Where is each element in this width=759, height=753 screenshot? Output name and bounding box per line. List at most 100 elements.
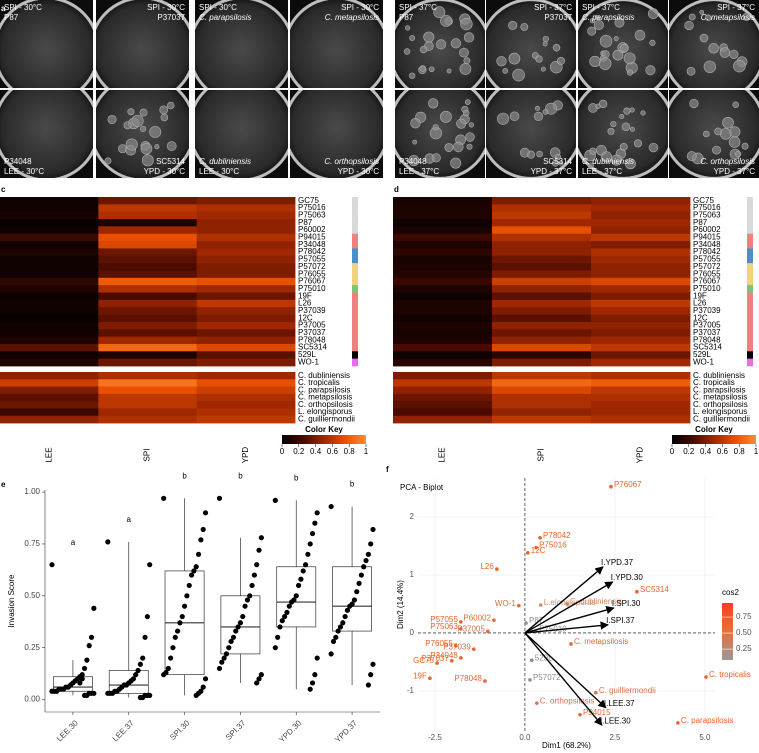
colony (599, 34, 613, 48)
color-key-tick-label: 0.4 (310, 447, 322, 456)
row-label: P34048 (298, 240, 326, 249)
row-label: P60002 (693, 225, 721, 234)
plate-label: P87 (4, 13, 19, 22)
heatmap-cell (591, 241, 691, 249)
colony (607, 127, 615, 135)
colony (719, 47, 731, 58)
colony (640, 110, 646, 116)
heatmap-cell (591, 329, 691, 338)
heatmap-cell (98, 408, 198, 417)
colony (645, 65, 656, 76)
significance-letter: a (127, 515, 132, 524)
clade-bar (352, 358, 358, 367)
plate-photo (395, 0, 485, 88)
pca-point (578, 712, 582, 717)
heatmap-cell (393, 408, 493, 417)
data-point (275, 634, 281, 640)
colony (428, 66, 435, 73)
data-point (279, 618, 285, 624)
heatmap-cell (0, 211, 99, 220)
x-tick-label: SPI.37 (224, 718, 248, 742)
heatmap-cell (98, 314, 198, 323)
y-tick-label: 1 (410, 570, 415, 579)
row-label: C. dubliniensis (693, 371, 745, 380)
plate-label: C. metapsilosis (701, 13, 755, 22)
column-label: LEE (438, 447, 447, 462)
heatmap-cell (196, 351, 296, 360)
y-tick-label: 2 (410, 512, 415, 521)
heatmap-cell (196, 226, 296, 235)
point-label: P76055 (425, 639, 453, 648)
heatmap-cell (591, 393, 691, 402)
heatmap-cell (393, 358, 493, 367)
heatmap-cell (591, 263, 691, 271)
colony (734, 150, 742, 158)
heatmap-cell (591, 197, 691, 205)
heatmap-cell (393, 263, 493, 271)
heatmap-cell (196, 408, 296, 417)
heatmap-cell (98, 358, 198, 367)
heatmap-cell (591, 233, 691, 242)
heatmap-cell (591, 314, 691, 323)
row-label: P34048 (693, 240, 721, 249)
colony (589, 55, 601, 68)
heatmap-cell (492, 248, 592, 257)
heatmap-cell (0, 241, 99, 249)
clade-bar (747, 270, 753, 279)
colony (552, 44, 561, 52)
significance-letter: b (182, 471, 187, 480)
colony (542, 109, 549, 115)
plate-photo (96, 0, 189, 88)
heatmap-cell (0, 270, 99, 279)
data-point (177, 620, 183, 626)
colony (459, 47, 469, 58)
colony (623, 52, 636, 65)
data-point (49, 562, 55, 568)
clade-bar (747, 211, 753, 220)
heatmap-cell (196, 386, 296, 395)
variable-arrow (524, 621, 609, 634)
colony (512, 68, 525, 82)
colony (460, 17, 473, 31)
data-point (216, 495, 223, 501)
heatmap-cell (98, 241, 198, 249)
arrow-label: I.SPI.30 (612, 599, 641, 608)
heatmap-cell (0, 343, 99, 352)
row-label: P37037 (693, 328, 721, 337)
clade-bar (747, 241, 753, 249)
heatmap-cell (492, 219, 592, 227)
point-label: P57055 (430, 615, 458, 624)
point-label: 529L (535, 653, 553, 662)
row-label: P37005 (693, 321, 721, 330)
arrow-label: I.LEE.37 (604, 699, 635, 708)
plate-photo (486, 0, 576, 88)
row-label: WO-1 (298, 357, 319, 366)
colony (536, 150, 543, 158)
pca-point (676, 721, 680, 725)
heatmap-cell (393, 226, 493, 235)
colony (463, 32, 475, 43)
variable-arrow (524, 566, 604, 634)
plate-photo (578, 90, 668, 178)
heatmap-cell (98, 219, 198, 227)
colony (444, 143, 454, 152)
heatmap-cell (393, 285, 493, 293)
clade-bar (352, 292, 358, 301)
colony (741, 142, 749, 150)
row-label: 529L (693, 350, 711, 359)
data-point (342, 613, 348, 620)
data-point (165, 665, 171, 672)
panel-letter: f (386, 465, 389, 474)
x-tick-label: SPI.30 (168, 718, 192, 742)
heatmap-cell (393, 292, 493, 301)
plate-label: P37037 (544, 13, 572, 22)
plate-label: LEE - 30°C (199, 167, 239, 176)
pca-point (704, 675, 708, 679)
data-point (242, 603, 248, 609)
heatmap-cell (393, 386, 493, 395)
data-point (137, 694, 143, 701)
row-label: P87 (693, 218, 708, 227)
heatmap-cell (0, 408, 99, 417)
row-label: P75063 (693, 210, 721, 219)
clade-bar (747, 204, 753, 212)
